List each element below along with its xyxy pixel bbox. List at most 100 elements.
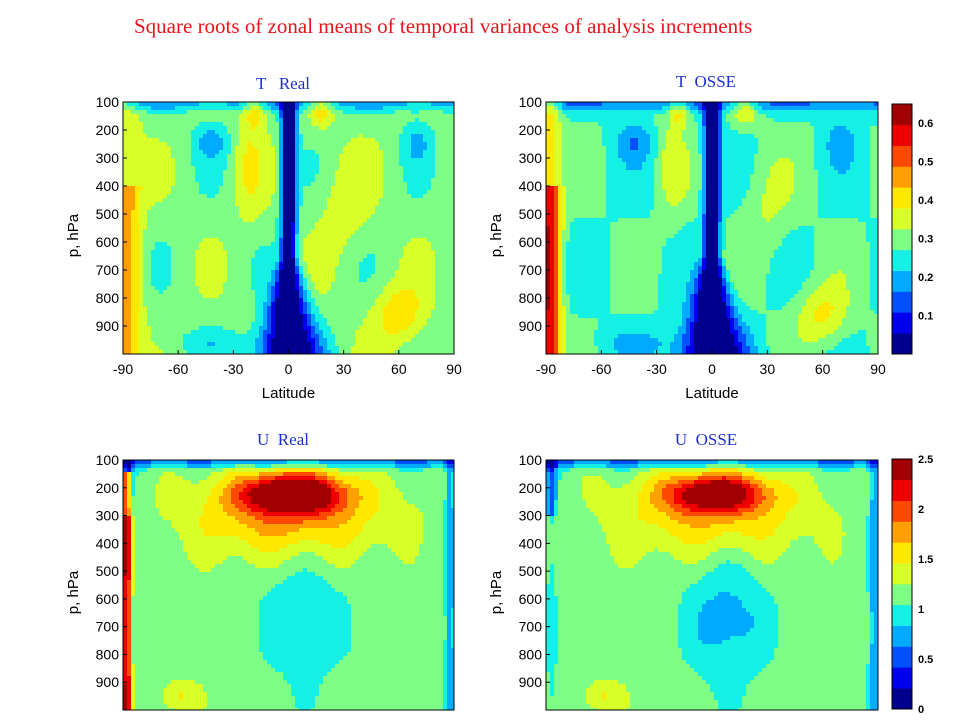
field-cell — [367, 338, 372, 343]
field-cell — [359, 218, 364, 223]
field-cell — [199, 218, 204, 223]
field-cell — [387, 274, 392, 279]
field-cell — [367, 190, 372, 195]
field-cell — [335, 242, 340, 247]
field-cell — [319, 214, 324, 219]
field-cell — [371, 190, 376, 195]
field-cell — [239, 270, 244, 275]
field-cell — [247, 138, 252, 143]
field-cell — [379, 294, 384, 299]
field-cell — [123, 282, 128, 287]
field-cell — [123, 146, 128, 151]
field-cell — [179, 142, 184, 147]
field-cell — [331, 138, 336, 143]
field-cell — [239, 278, 244, 283]
field-cell — [235, 246, 240, 251]
field-cell — [311, 330, 316, 335]
field-cell — [215, 146, 220, 151]
field-cell — [383, 302, 388, 307]
field-cell — [311, 174, 316, 179]
field-cell — [283, 122, 288, 127]
field-cell — [327, 270, 332, 275]
field-cell — [251, 262, 256, 267]
field-cell — [443, 330, 448, 335]
field-cell — [179, 298, 184, 303]
field-cell — [135, 262, 140, 267]
field-cell — [343, 110, 348, 115]
field-cell — [187, 294, 192, 299]
field-cell — [295, 106, 300, 111]
field-cell — [187, 234, 192, 239]
field-cell — [439, 170, 444, 175]
field-cell — [139, 330, 144, 335]
field-cell — [451, 186, 455, 191]
field-cell — [151, 270, 156, 275]
field-cell — [351, 182, 356, 187]
field-cell — [339, 110, 344, 115]
field-cell — [351, 194, 356, 199]
field-cell — [123, 106, 128, 111]
field-cell — [447, 110, 452, 115]
field-cell — [379, 130, 384, 135]
field-cell — [191, 262, 196, 267]
field-cell — [139, 318, 144, 323]
field-cell — [227, 302, 232, 307]
field-cell — [231, 286, 236, 291]
field-cell — [367, 258, 372, 263]
field-cell — [419, 182, 424, 187]
field-cell — [415, 210, 420, 215]
field-cell — [211, 322, 216, 327]
field-cell — [155, 154, 160, 159]
field-cell — [351, 310, 356, 315]
field-cell — [295, 338, 300, 343]
field-cell — [379, 190, 384, 195]
field-cell — [239, 338, 244, 343]
field-cell — [359, 314, 364, 319]
field-cell — [311, 194, 316, 199]
field-cell — [315, 158, 320, 163]
field-cell — [247, 162, 252, 167]
field-cell — [355, 178, 360, 183]
field-cell — [131, 330, 136, 335]
field-cell — [323, 262, 328, 267]
field-cell — [451, 102, 455, 107]
field-cell — [315, 330, 320, 335]
field-cell — [135, 194, 140, 199]
field-cell — [219, 186, 224, 191]
field-cell — [211, 198, 216, 203]
field-cell — [335, 214, 340, 219]
field-cell — [211, 170, 216, 175]
field-cell — [343, 138, 348, 143]
field-cell — [159, 130, 164, 135]
field-cell — [183, 218, 188, 223]
field-cell — [423, 274, 428, 279]
field-cell — [239, 110, 244, 115]
field-cell — [127, 258, 132, 263]
field-cell — [155, 202, 160, 207]
field-cell — [179, 266, 184, 271]
field-cell — [223, 186, 228, 191]
field-cell — [243, 162, 248, 167]
field-cell — [123, 210, 128, 215]
field-cell — [223, 142, 228, 147]
field-cell — [327, 334, 332, 339]
field-cell — [395, 250, 400, 255]
field-cell — [231, 338, 236, 343]
field-cell — [219, 122, 224, 127]
field-cell — [147, 118, 152, 123]
field-cell — [339, 282, 344, 287]
field-cell — [407, 214, 412, 219]
field-cell — [351, 326, 356, 331]
field-cell — [179, 150, 184, 155]
field-cell — [215, 134, 220, 139]
field-cell — [135, 226, 140, 231]
field-cell — [283, 246, 288, 251]
field-cell — [215, 154, 220, 159]
field-cell — [275, 106, 280, 111]
field-cell — [275, 238, 280, 243]
field-cell — [195, 314, 200, 319]
field-cell — [403, 110, 408, 115]
field-cell — [347, 310, 352, 315]
field-cell — [259, 234, 264, 239]
field-cell — [415, 170, 420, 175]
